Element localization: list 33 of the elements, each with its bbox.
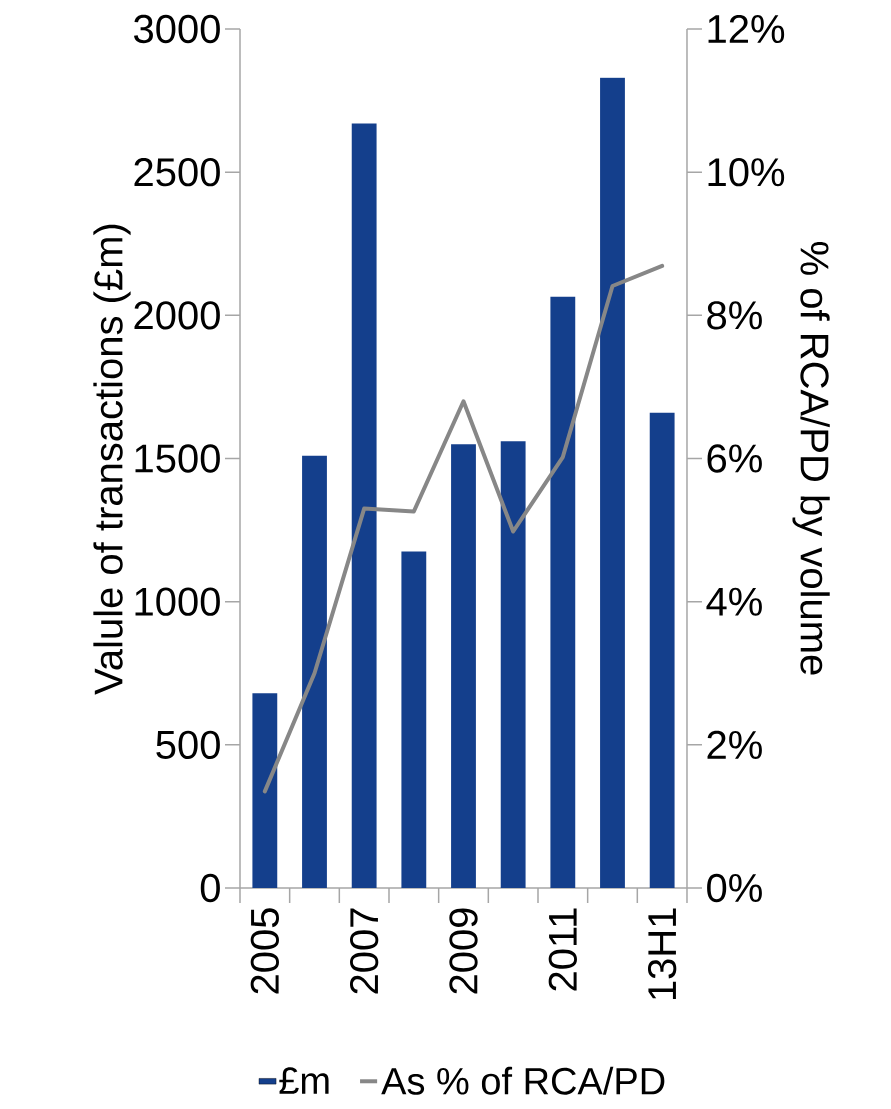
bar xyxy=(649,412,675,888)
x-tick-label: 13H1 xyxy=(647,908,677,1000)
legend-label: £m xyxy=(279,1067,329,1094)
x-tick-label: 2009 xyxy=(449,908,478,994)
y-tick-label: 1000 xyxy=(135,587,220,616)
y-tick-label: 2500 xyxy=(134,158,220,187)
y-tick-label: 0 xyxy=(200,873,220,903)
y-axis-title: Valule of transactions (£m) xyxy=(93,224,131,695)
x-tick-label: 2005 xyxy=(250,908,279,994)
y-tick-label: 1500 xyxy=(135,444,220,473)
y2-tick-label: 0% xyxy=(707,873,762,903)
line-series xyxy=(262,263,665,794)
y2-tick-label: 8% xyxy=(707,301,762,330)
y-tick-label: 500 xyxy=(156,730,220,759)
bar xyxy=(550,296,576,888)
y2-tick-label: 2% xyxy=(707,730,762,759)
y2-tick-label: 4% xyxy=(706,587,762,616)
x-tick-label: 2011 xyxy=(548,908,577,991)
bar xyxy=(401,551,427,888)
y2-tick-label: 10% xyxy=(708,158,785,187)
bar xyxy=(351,123,377,888)
y-tick-label: 3000 xyxy=(134,14,220,44)
bar xyxy=(451,444,476,888)
y-tick-label: 2000 xyxy=(134,301,220,330)
y2-tick-label: 12% xyxy=(708,14,785,44)
bar xyxy=(252,693,278,888)
y2-axis-title: % of RCA/PD by volume xyxy=(792,242,830,675)
bar xyxy=(500,441,526,888)
bar xyxy=(600,77,625,888)
bar xyxy=(302,455,327,888)
x-tick-label: 2007 xyxy=(350,908,379,994)
legend-label: As % of RCA/PD xyxy=(381,1066,665,1095)
y2-tick-label: 6% xyxy=(707,444,762,473)
